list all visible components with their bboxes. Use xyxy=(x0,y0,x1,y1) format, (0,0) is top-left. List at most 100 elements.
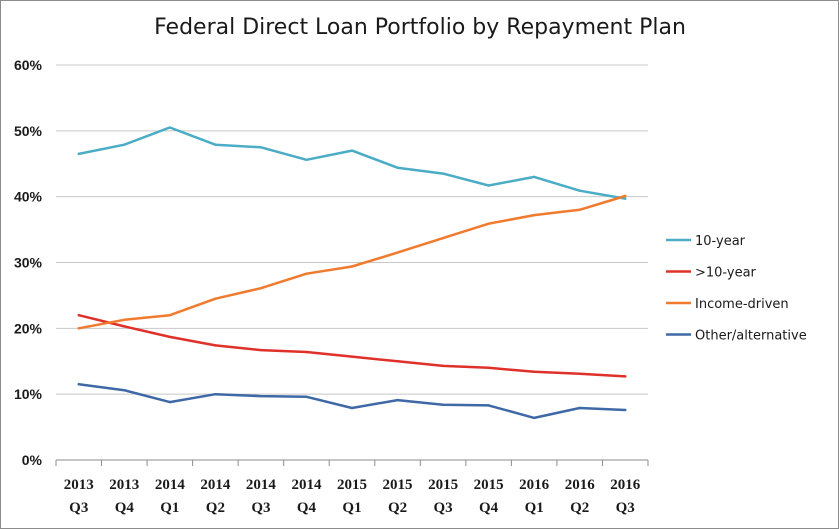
grid-lines xyxy=(56,64,648,395)
x-tick-year: 2016 xyxy=(519,477,550,493)
x-tick-quarter: Q3 xyxy=(69,500,88,516)
data-point xyxy=(259,286,263,290)
data-point xyxy=(168,126,172,129)
data-point xyxy=(578,372,581,375)
data-point xyxy=(305,350,308,354)
data-point xyxy=(77,313,80,317)
x-tick-quarter: Q3 xyxy=(251,500,270,516)
data-point xyxy=(305,395,308,398)
data-point xyxy=(624,375,627,378)
series-line-1 xyxy=(77,313,627,378)
data-point xyxy=(77,152,80,156)
data-point xyxy=(578,406,581,410)
data-point xyxy=(396,251,399,254)
x-tick-quarter: Q1 xyxy=(342,500,361,516)
y-tick-label: 0% xyxy=(22,452,43,468)
x-tick-quarter: Q3 xyxy=(616,500,635,516)
series-line-3 xyxy=(77,383,627,420)
x-tick-year: 2014 xyxy=(246,477,277,493)
data-point xyxy=(487,404,490,407)
x-tick-year: 2014 xyxy=(200,477,231,493)
x-tick-year: 2015 xyxy=(428,477,458,493)
data-point xyxy=(259,394,263,398)
x-tick-quarter: Q4 xyxy=(297,500,317,516)
data-point xyxy=(259,146,263,149)
data-point xyxy=(77,383,80,386)
data-point xyxy=(214,297,217,300)
x-axis-ticks: 2013 Q3 2013 Q4 2014 Q1 2014 Q2 2014 Q3 2014 Q4 2015… xyxy=(64,477,641,516)
x-tick-year: 2015 xyxy=(474,477,504,493)
series-line-0 xyxy=(77,126,627,200)
data-point xyxy=(168,313,172,317)
data-point xyxy=(123,389,126,392)
x-tick-year: 2013 xyxy=(109,477,139,493)
y-tick-label: 60% xyxy=(14,57,43,73)
data-point xyxy=(168,335,172,339)
data-point xyxy=(77,327,80,330)
data-point xyxy=(624,197,627,200)
data-point xyxy=(259,348,263,352)
x-tick-quarter: Q3 xyxy=(433,500,452,516)
data-point xyxy=(441,172,445,175)
data-point xyxy=(441,403,445,406)
data-point xyxy=(396,360,399,363)
y-tick-label: 20% xyxy=(14,320,43,336)
data-point xyxy=(350,149,354,152)
x-tick-year: 2015 xyxy=(337,477,367,493)
data-point xyxy=(123,318,126,321)
data-point xyxy=(487,366,490,370)
data-point xyxy=(578,208,581,212)
legend-label: >10-year xyxy=(695,266,757,281)
data-point xyxy=(487,222,490,225)
data-point xyxy=(532,175,536,179)
x-tick-year: 2015 xyxy=(383,477,413,493)
data-point xyxy=(396,166,399,169)
data-point xyxy=(123,325,126,328)
data-point xyxy=(532,213,536,217)
data-point xyxy=(305,158,308,161)
chart-title: Federal Direct Loan Portfolio by Repayme… xyxy=(154,15,686,40)
y-tick-label: 40% xyxy=(14,189,43,205)
x-tick-quarter: Q1 xyxy=(525,500,544,516)
x-tick-year: 2016 xyxy=(610,477,641,493)
x-tick-quarter: Q4 xyxy=(115,500,135,516)
x-tick-quarter: Q2 xyxy=(388,500,407,516)
data-point xyxy=(214,344,217,347)
y-tick-label: 10% xyxy=(14,386,43,402)
data-point xyxy=(578,189,581,192)
data-point xyxy=(123,143,126,146)
data-point xyxy=(350,355,354,358)
data-point xyxy=(441,236,445,240)
x-tick-quarter: Q1 xyxy=(160,500,179,516)
data-point xyxy=(532,370,536,373)
data-point xyxy=(168,400,172,404)
data-point xyxy=(350,406,354,410)
data-point xyxy=(487,184,490,187)
x-tick-year: 2013 xyxy=(64,477,94,493)
data-point xyxy=(624,408,627,412)
x-tick-year: 2016 xyxy=(565,477,596,493)
x-tick-quarter: Q2 xyxy=(206,500,225,516)
data-point xyxy=(350,265,354,268)
x-tick-quarter: Q2 xyxy=(570,500,589,516)
x-axis xyxy=(55,459,649,466)
x-tick-year: 2014 xyxy=(291,477,322,493)
data-point xyxy=(624,194,627,198)
y-axis-ticks: 0% 10% 20% 30% 40% 50% 60% xyxy=(14,57,43,468)
data-point xyxy=(441,364,445,368)
legend: 10-year >10-year Income-driven Other/altern… xyxy=(666,234,807,344)
y-tick-label: 30% xyxy=(14,255,43,271)
legend-label: Other/alternative xyxy=(695,329,807,344)
series-lines xyxy=(77,126,627,420)
data-point xyxy=(396,398,399,402)
data-point xyxy=(532,416,536,420)
legend-label: Income-driven xyxy=(695,297,789,312)
y-tick-label: 50% xyxy=(14,123,43,139)
data-point xyxy=(214,143,217,146)
data-point xyxy=(214,392,217,396)
data-point xyxy=(305,272,308,275)
x-tick-quarter: Q4 xyxy=(479,500,499,516)
x-tick-year: 2014 xyxy=(155,477,186,493)
